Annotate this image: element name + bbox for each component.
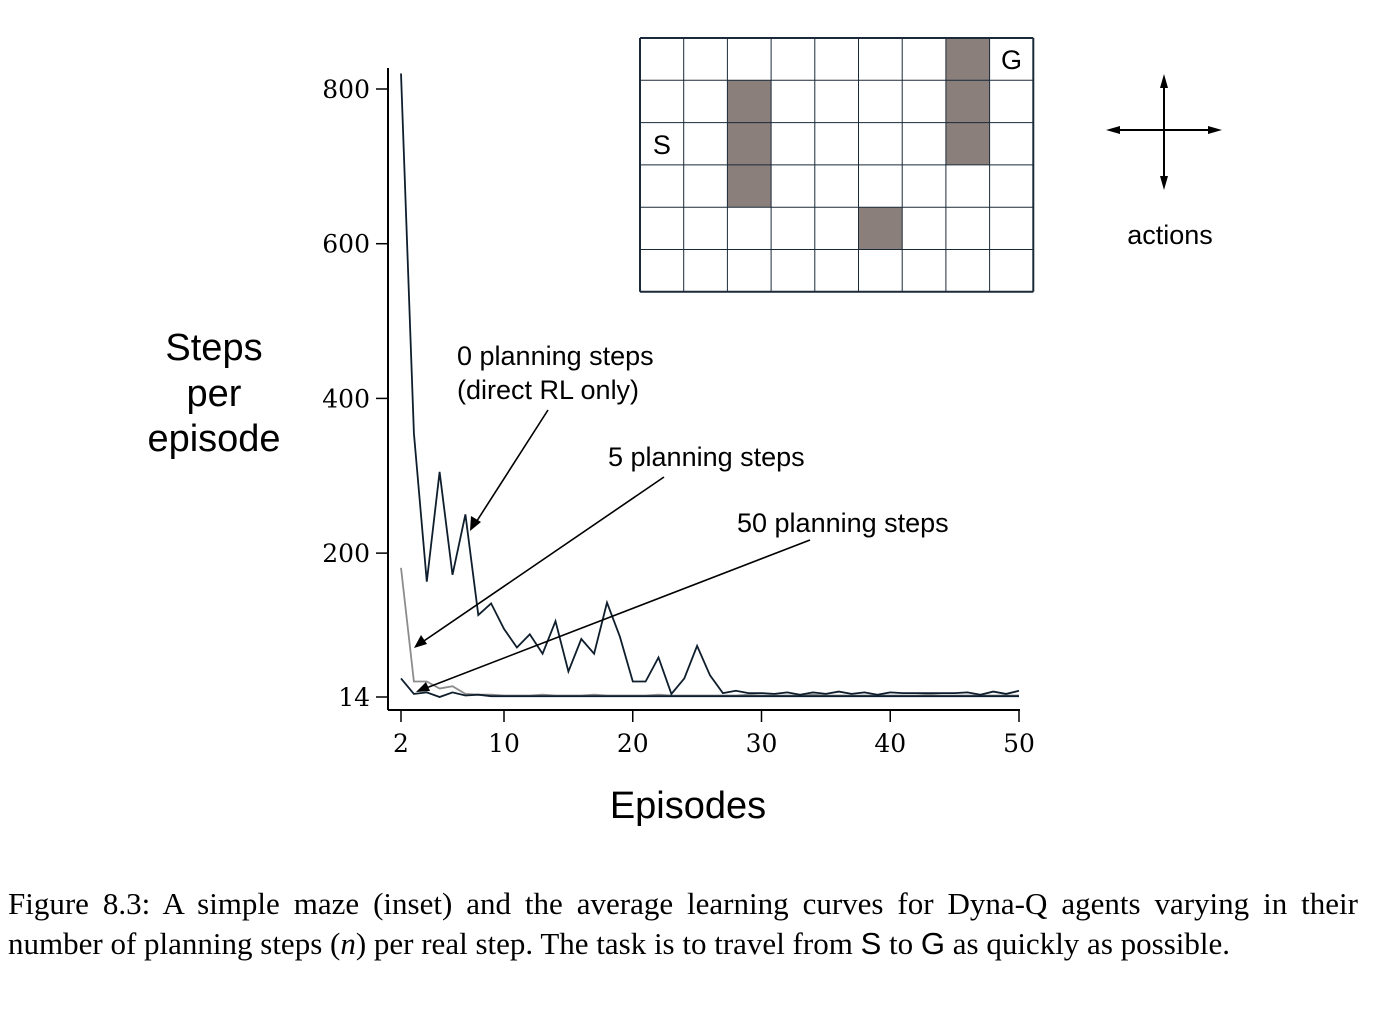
y-ticks: 14 200 400 600 800 [322,75,388,712]
arrow-50-planning-head [416,682,430,692]
x-tick-label: 10 [488,729,520,758]
maze-wall-cell [945,122,990,165]
annotation-0-planning-line-1: 0 planning steps [457,341,654,371]
x-tick-label: 40 [874,729,906,758]
y-tick-label: 200 [322,539,370,568]
y-axis-label-line-3: episode [147,418,280,460]
x-tick-label: 20 [617,729,649,758]
caption-s: S [860,926,882,961]
figure-caption: Figure 8.3: A simple maze (inset) and th… [8,884,1358,964]
y-tick-label: 14 [338,683,370,712]
caption-g: G [920,926,945,961]
y-axis-label-line-1: Steps [165,327,262,369]
caption-variable: n [340,926,356,961]
maze-wall-cell [945,38,990,81]
x-axis-label: Episodes [610,785,766,827]
maze-wall-cell [727,80,772,123]
series-line-50-planning [400,677,1019,698]
caption-prefix: Figure 8.3: [8,886,151,921]
x-tick-label: 2 [393,729,409,758]
y-tick-label: 800 [322,75,370,104]
caption-text-4: as quickly as possible. [945,926,1230,961]
arrow-50-planning-line [420,539,811,691]
annotations: 0 planning steps (direct RL only) 5 plan… [414,341,949,692]
maze-start-label: S [653,130,671,160]
caption-text-2: ) per real step. The task is to travel f… [355,926,861,961]
arrow-0-planning-line [472,409,549,528]
maze-inset [639,37,1035,293]
series-line-0-planning [400,73,1020,696]
maze-wall-cell [727,164,772,208]
actions-arrows-icon [1106,74,1222,190]
x-tick-label: 50 [1003,729,1035,758]
maze-wall-cell [858,207,903,250]
arrow-0-planning-head [470,516,481,531]
maze-wall-cell [727,122,772,165]
arrow-5-planning-line [417,476,665,646]
actions-label: actions [1127,220,1213,250]
maze-wall-cell [945,80,990,123]
annotation-5-planning: 5 planning steps [608,442,805,472]
maze-goal-label: G [1001,45,1022,75]
arrow-5-planning-head [414,635,427,648]
chart-axes: 14 200 400 600 800 2 10 20 30 40 50 [322,68,1035,758]
caption-text-1: A simple maze (inset) and the average le… [8,886,1358,961]
y-axis-label-line-2: per [187,373,242,415]
x-ticks: 2 10 20 30 40 50 [393,710,1035,758]
x-tick-label: 30 [746,729,778,758]
annotation-0-planning-line-2: (direct RL only) [457,375,639,405]
series-group [400,73,1020,698]
y-tick-label: 600 [322,230,370,259]
annotation-50-planning: 50 planning steps [737,508,949,538]
figure-canvas: 14 200 400 600 800 2 10 20 30 40 50 Steps per epi… [147,37,1222,827]
caption-text-3: to [881,926,921,961]
y-tick-label: 400 [322,384,370,413]
